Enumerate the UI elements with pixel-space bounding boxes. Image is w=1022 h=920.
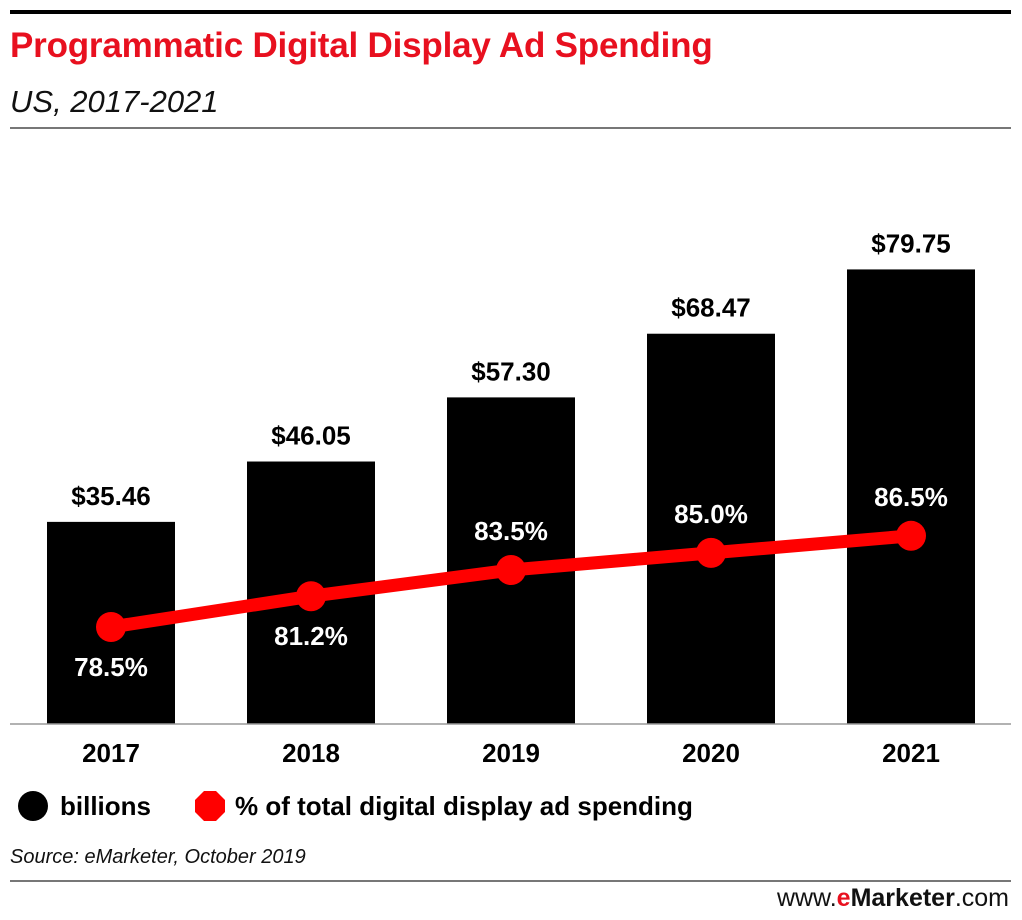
brand-name: Marketer bbox=[850, 884, 955, 912]
bar-value-label-2017: $35.46 bbox=[71, 481, 151, 511]
labels-layer: $35.46 2017 $46.05 2018 $57.30 2019 $68.47 2020… bbox=[71, 228, 951, 768]
legend-item-share: % of total digital display ad spending bbox=[195, 791, 693, 822]
brand-url: www.eMarketer.com bbox=[777, 884, 1009, 913]
share-point-2020 bbox=[696, 537, 726, 568]
legend-swatch-share bbox=[195, 791, 225, 821]
x-tick-label-2020: 2020 bbox=[682, 738, 740, 768]
share-value-label-2020: 85.0% bbox=[674, 499, 748, 529]
source-note: Source: eMarketer, October 2019 bbox=[10, 846, 306, 868]
x-tick-label-2021: 2021 bbox=[882, 738, 940, 768]
share-value-label-2021: 86.5% bbox=[874, 482, 948, 512]
share-point-2019 bbox=[496, 555, 526, 585]
legend-label-billions: billions bbox=[60, 790, 151, 821]
bar-value-label-2019: $57.30 bbox=[471, 356, 551, 386]
bar-2020 bbox=[647, 333, 775, 724]
x-tick-label-2018: 2018 bbox=[282, 738, 340, 768]
bar-value-label-2021: $79.75 bbox=[871, 228, 951, 258]
footer-rule bbox=[10, 880, 1011, 882]
legend-swatch-billions bbox=[18, 791, 48, 821]
share-point-2021 bbox=[896, 520, 926, 551]
bar-2021 bbox=[847, 269, 975, 724]
brand-prefix: www. bbox=[776, 884, 837, 912]
subtitle-rule bbox=[10, 127, 1011, 129]
top-rule bbox=[10, 10, 1011, 14]
legend: billions % of total digital display ad s… bbox=[18, 786, 737, 826]
brand-e: e bbox=[836, 884, 851, 912]
share-value-label-2018: 81.2% bbox=[274, 621, 348, 651]
share-point-2017 bbox=[96, 612, 126, 642]
line-layer bbox=[96, 520, 926, 642]
bars-layer bbox=[47, 269, 975, 724]
brand-suffix: .com bbox=[954, 884, 1009, 912]
share-value-label-2019: 83.5% bbox=[474, 516, 548, 546]
legend-item-billions: billions bbox=[18, 791, 151, 822]
x-tick-label-2019: 2019 bbox=[482, 738, 540, 768]
chart-title: Programmatic Digital Display Ad Spending bbox=[10, 26, 713, 65]
x-tick-label-2017: 2017 bbox=[82, 738, 140, 768]
share-point-2018 bbox=[296, 581, 326, 612]
share-value-label-2017: 78.5% bbox=[74, 652, 148, 682]
bar-value-label-2020: $68.47 bbox=[671, 293, 751, 323]
legend-label-share: % of total digital display ad spending bbox=[235, 790, 693, 821]
chart-subtitle: US, 2017-2021 bbox=[10, 84, 219, 119]
bar-value-label-2018: $46.05 bbox=[271, 421, 351, 451]
